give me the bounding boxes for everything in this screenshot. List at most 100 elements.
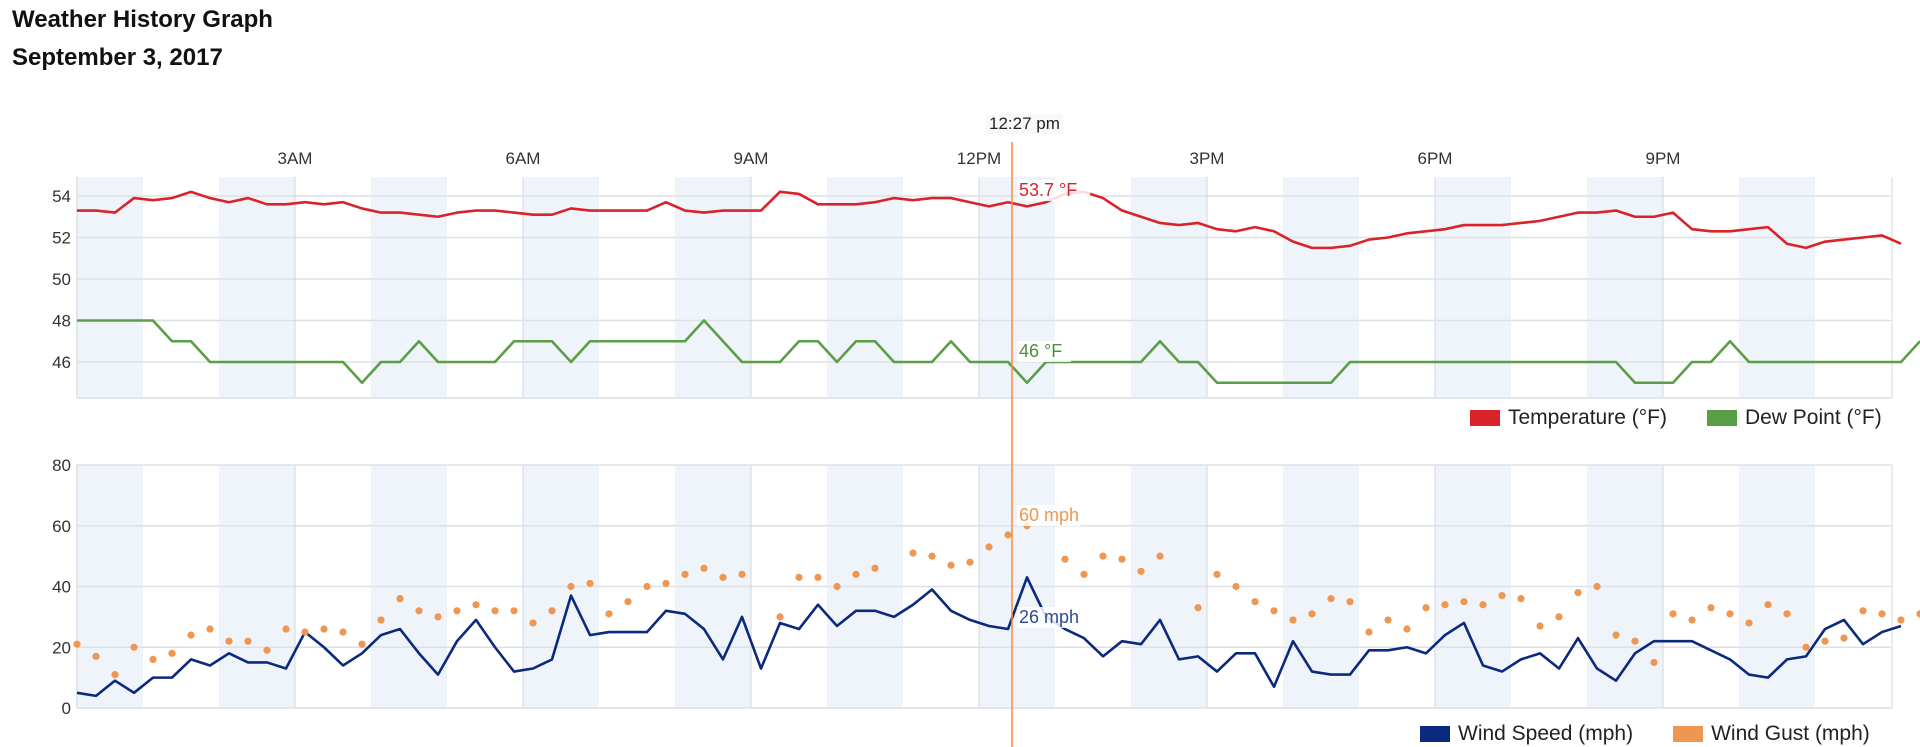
cursor-temperature-label-bg bbox=[1017, 180, 1091, 201]
wind-gust-dot bbox=[1688, 616, 1696, 624]
wind-gust-dot bbox=[1916, 610, 1920, 618]
legend-item-wind-gust[interactable]: Wind Gust (mph) bbox=[1673, 722, 1870, 746]
wind-gust-dot bbox=[1118, 555, 1126, 563]
legend-label-dew-point: Dew Point (°F) bbox=[1744, 406, 1882, 429]
legend-label-wind-speed: Wind Speed (mph) bbox=[1458, 722, 1634, 745]
x-tick-label: 9AM bbox=[734, 149, 769, 168]
wind-speed-swatch bbox=[1420, 726, 1450, 742]
wind-gust-dot bbox=[1764, 601, 1772, 609]
wind-gust-dot bbox=[1099, 552, 1107, 560]
wind-gust-dot bbox=[1384, 616, 1392, 624]
wind-gust-dot bbox=[1726, 610, 1734, 618]
wind-gust-dot bbox=[852, 570, 860, 578]
wind-gust-dot bbox=[1251, 598, 1259, 606]
wind-gust-dot bbox=[909, 549, 917, 557]
wind-gust-dot bbox=[1061, 555, 1069, 563]
wind-gust-dot bbox=[1308, 610, 1316, 618]
wind-speed-mph-line bbox=[76, 576, 1902, 698]
wind-gust-dot bbox=[643, 582, 651, 591]
wind-gust-dot bbox=[263, 646, 271, 654]
wind-gust-dot bbox=[320, 625, 328, 633]
cursor-temperature-label: 53.7 °F bbox=[1019, 180, 1077, 200]
wind-gust-dot bbox=[1897, 616, 1905, 624]
hour-band bbox=[371, 177, 447, 398]
wind-gust-dot bbox=[1213, 570, 1221, 578]
wind-gust-dot bbox=[1137, 567, 1145, 575]
wind-gust-dot bbox=[92, 652, 100, 660]
wind-gust-dot bbox=[149, 655, 157, 664]
wind-gust-dot bbox=[206, 625, 214, 633]
wind-gust-dot bbox=[1840, 634, 1848, 642]
wind-gust-dot bbox=[1270, 607, 1278, 615]
wind-gust-dot bbox=[586, 579, 594, 588]
wind-gust-dot bbox=[567, 582, 575, 591]
temperature-panel: 46 48 50 52 54 bbox=[52, 177, 1920, 399]
wind-gust-dot bbox=[1821, 637, 1829, 645]
wind-gust-dot bbox=[1194, 604, 1202, 612]
wind-gust-dot bbox=[1156, 552, 1164, 560]
x-tick-label: 6AM bbox=[506, 149, 541, 168]
wind-gust-dot bbox=[814, 573, 822, 581]
wind-gust-dot bbox=[966, 558, 974, 566]
wind-gust-dot bbox=[282, 625, 290, 633]
legend-label-wind-gust: Wind Gust (mph) bbox=[1711, 722, 1870, 745]
wind-gust-dot bbox=[1403, 625, 1411, 633]
wind-gust-dot bbox=[1555, 613, 1563, 621]
wind-gust-dot bbox=[510, 607, 518, 615]
y-tick-label: 60 bbox=[52, 517, 71, 536]
wind-gust-dot bbox=[1346, 598, 1354, 606]
y-tick-label: 0 bbox=[62, 699, 71, 718]
hour-band bbox=[77, 177, 143, 398]
page-date: September 3, 2017 bbox=[12, 44, 223, 71]
cursor-dew-point-label-bg bbox=[1017, 341, 1071, 362]
wind-gust-dot bbox=[225, 637, 233, 645]
wind-gust-dot bbox=[985, 543, 993, 551]
legend-item-temperature[interactable]: Temperature (°F) bbox=[1470, 406, 1667, 430]
wind-gust-dot bbox=[1707, 604, 1715, 612]
legend-item-dew-point[interactable]: Dew Point (°F) bbox=[1706, 406, 1882, 430]
wind-gust-dot bbox=[1669, 610, 1677, 618]
wind-gust-dot bbox=[1517, 595, 1525, 603]
wind-gust-dot bbox=[833, 582, 841, 591]
legend-label-temperature: Temperature (°F) bbox=[1508, 406, 1667, 429]
wind-gust-dot bbox=[130, 643, 138, 651]
dew-point-f-line bbox=[77, 319, 1920, 385]
wind-gust-dot bbox=[1422, 604, 1430, 612]
wind-gust-dot bbox=[1631, 637, 1639, 645]
hour-band bbox=[1739, 177, 1815, 398]
legend-item-wind-speed[interactable]: Wind Speed (mph) bbox=[1420, 722, 1633, 746]
wind-gust-dot bbox=[529, 619, 537, 627]
y-tick-label: 46 bbox=[52, 353, 71, 372]
hour-band bbox=[1587, 177, 1663, 398]
wind-gust-dot bbox=[1479, 601, 1487, 609]
x-tick-label: 6PM bbox=[1418, 149, 1453, 168]
wind-gust-dot bbox=[1574, 588, 1582, 597]
y-tick-label: 20 bbox=[52, 638, 71, 657]
wind-gust-dot bbox=[1878, 610, 1886, 618]
y-tick-label: 52 bbox=[52, 229, 71, 248]
wind-gust-dot bbox=[681, 570, 689, 578]
wind-gust-dot bbox=[472, 601, 480, 609]
wind-gust-dot bbox=[1593, 582, 1601, 591]
wind-gust-dot bbox=[662, 579, 670, 588]
wind-gust-dot bbox=[1327, 595, 1335, 603]
wind-gust-swatch bbox=[1673, 726, 1704, 742]
wind-gust-dot bbox=[396, 595, 404, 603]
wind-gust-dot bbox=[1365, 628, 1373, 636]
hour-band bbox=[1435, 177, 1511, 398]
wind-gust-dot bbox=[1232, 582, 1240, 591]
hour-band bbox=[219, 177, 295, 398]
wind-gust-dot bbox=[1498, 592, 1506, 600]
hour-band bbox=[827, 177, 903, 398]
wind-gust-dot bbox=[1783, 610, 1791, 618]
wind-gust-dot bbox=[1536, 622, 1544, 630]
dew-point-swatch bbox=[1706, 410, 1737, 426]
y-tick-label: 50 bbox=[52, 270, 71, 289]
hour-band bbox=[1283, 177, 1359, 398]
wind-gust-dot bbox=[415, 607, 423, 615]
cursor-wind-speed-label: 26 mph bbox=[1019, 607, 1079, 627]
cursor-wind-gust-label: 60 mph bbox=[1019, 505, 1079, 525]
wind-gust-dot bbox=[301, 628, 309, 636]
hour-band bbox=[675, 177, 751, 398]
